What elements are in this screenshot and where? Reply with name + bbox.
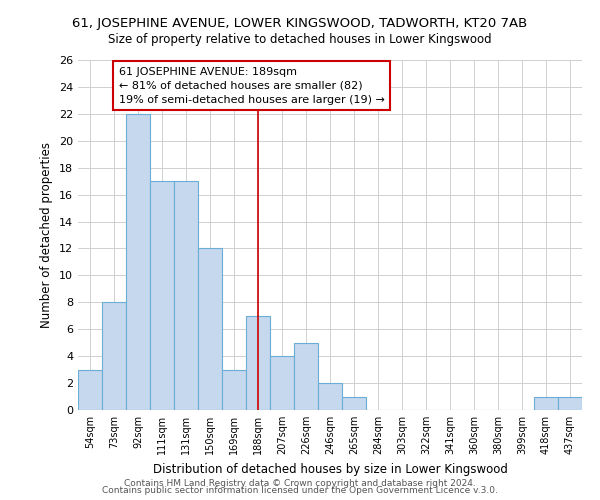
Bar [294,342,318,410]
Text: Contains HM Land Registry data © Crown copyright and database right 2024.: Contains HM Land Registry data © Crown c… [124,478,476,488]
Bar [534,396,558,410]
Bar [246,316,270,410]
Bar [318,383,342,410]
X-axis label: Distribution of detached houses by size in Lower Kingswood: Distribution of detached houses by size … [152,462,508,475]
Bar [342,396,366,410]
Bar [270,356,294,410]
Text: 61, JOSEPHINE AVENUE, LOWER KINGSWOOD, TADWORTH, KT20 7AB: 61, JOSEPHINE AVENUE, LOWER KINGSWOOD, T… [73,18,527,30]
Bar [222,370,246,410]
Bar [126,114,150,410]
Bar [78,370,102,410]
Text: 61 JOSEPHINE AVENUE: 189sqm
← 81% of detached houses are smaller (82)
19% of sem: 61 JOSEPHINE AVENUE: 189sqm ← 81% of det… [119,66,385,104]
Bar [198,248,222,410]
Text: Size of property relative to detached houses in Lower Kingswood: Size of property relative to detached ho… [108,32,492,46]
Text: Contains public sector information licensed under the Open Government Licence v.: Contains public sector information licen… [102,486,498,495]
Bar [174,181,198,410]
Bar [102,302,126,410]
Bar [558,396,582,410]
Bar [150,181,174,410]
Y-axis label: Number of detached properties: Number of detached properties [40,142,53,328]
